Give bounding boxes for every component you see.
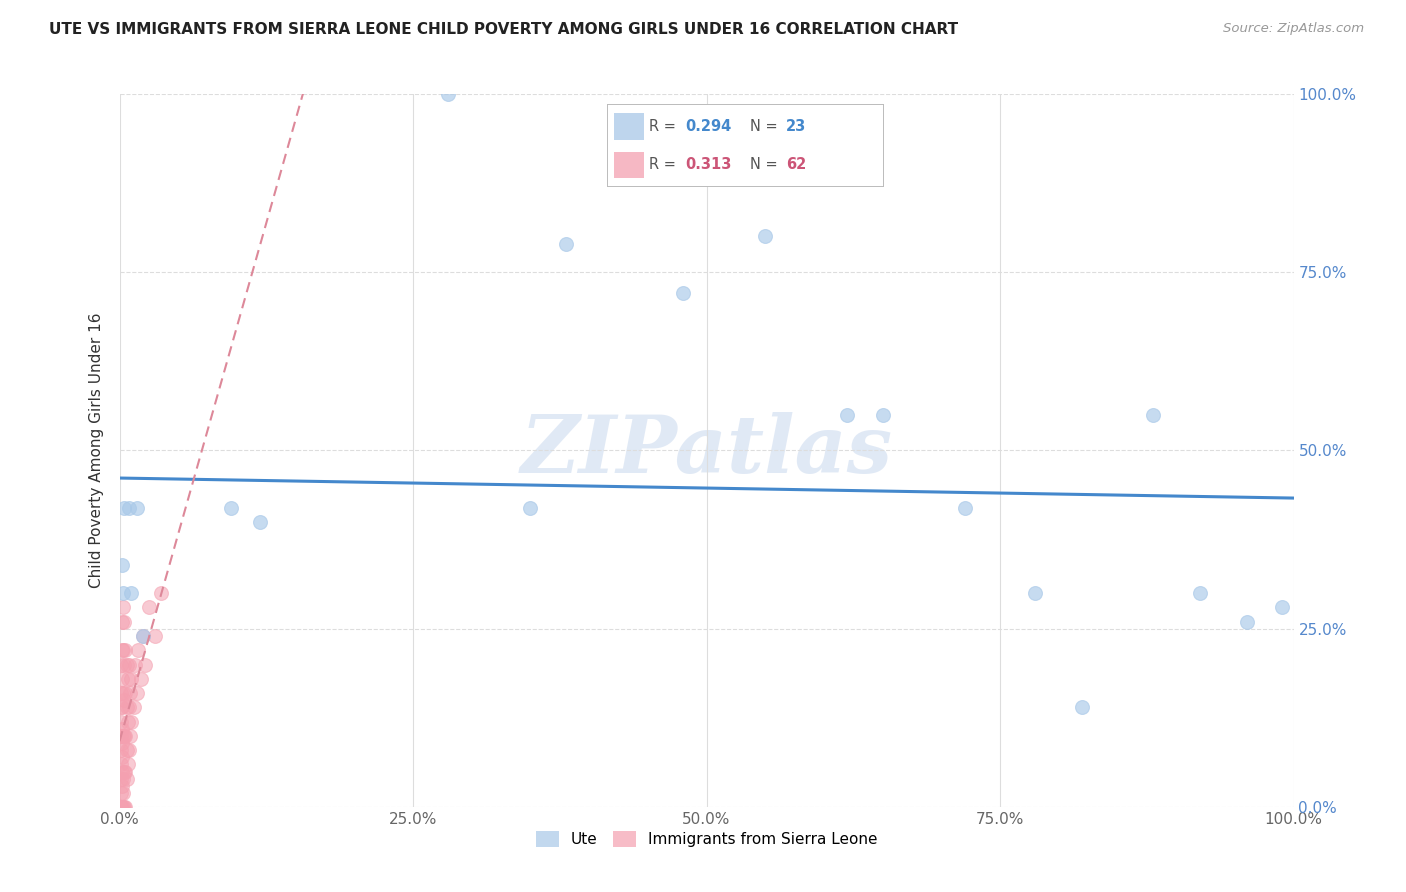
Point xyxy=(114,686,136,700)
Point xyxy=(437,87,460,101)
Point xyxy=(112,500,135,515)
Point xyxy=(111,643,134,657)
Point xyxy=(110,786,132,800)
Point xyxy=(120,686,142,700)
Point xyxy=(554,236,576,251)
Point xyxy=(112,615,135,629)
Point xyxy=(112,600,135,615)
Point xyxy=(118,657,141,672)
Legend: Ute, Immigrants from Sierra Leone: Ute, Immigrants from Sierra Leone xyxy=(530,825,883,853)
Point xyxy=(112,800,135,814)
Point xyxy=(1188,586,1211,600)
Point xyxy=(110,772,132,786)
Point xyxy=(110,700,132,714)
Text: UTE VS IMMIGRANTS FROM SIERRA LEONE CHILD POVERTY AMONG GIRLS UNDER 16 CORRELATI: UTE VS IMMIGRANTS FROM SIERRA LEONE CHIL… xyxy=(49,22,959,37)
Point xyxy=(112,772,135,786)
Point xyxy=(115,772,138,786)
Point xyxy=(134,657,156,672)
Point xyxy=(1236,615,1258,629)
Point xyxy=(111,672,134,686)
Point xyxy=(129,672,152,686)
Point xyxy=(1071,700,1094,714)
Point xyxy=(110,714,132,729)
Point xyxy=(219,500,242,515)
Point xyxy=(117,757,139,772)
Text: ZIPatlas: ZIPatlas xyxy=(520,412,893,489)
Point xyxy=(112,729,135,743)
Point xyxy=(112,643,135,657)
Point xyxy=(117,672,139,686)
Point xyxy=(672,286,695,301)
Point xyxy=(111,736,134,750)
Point xyxy=(111,800,134,814)
Point xyxy=(118,700,141,714)
Point xyxy=(112,657,135,672)
Point xyxy=(115,743,138,757)
Point xyxy=(110,729,132,743)
Point xyxy=(118,743,141,757)
Point xyxy=(132,629,155,643)
Point xyxy=(114,729,136,743)
Point xyxy=(110,657,132,672)
Point xyxy=(127,686,149,700)
Point xyxy=(114,643,136,657)
Point xyxy=(111,700,134,714)
Point xyxy=(110,757,132,772)
Point xyxy=(111,722,134,736)
Point xyxy=(127,500,149,515)
Point xyxy=(110,743,132,757)
Point xyxy=(111,750,134,764)
Point xyxy=(124,657,146,672)
Point xyxy=(112,693,135,707)
Point xyxy=(114,800,136,814)
Point xyxy=(120,586,142,600)
Point xyxy=(120,714,142,729)
Point xyxy=(117,714,139,729)
Point xyxy=(114,764,136,779)
Point xyxy=(111,779,134,793)
Point xyxy=(953,500,976,515)
Point xyxy=(249,515,271,529)
Point xyxy=(872,408,894,422)
Point xyxy=(112,586,135,600)
Point xyxy=(837,408,859,422)
Point xyxy=(120,729,142,743)
Point xyxy=(149,586,172,600)
Point xyxy=(132,629,155,643)
Point xyxy=(120,672,142,686)
Point xyxy=(143,629,166,643)
Y-axis label: Child Poverty Among Girls Under 16: Child Poverty Among Girls Under 16 xyxy=(89,313,104,588)
Point xyxy=(115,657,138,672)
Point xyxy=(111,558,134,572)
Point xyxy=(118,500,141,515)
Text: Source: ZipAtlas.com: Source: ZipAtlas.com xyxy=(1223,22,1364,36)
Point xyxy=(519,500,541,515)
Point xyxy=(1024,586,1046,600)
Point xyxy=(110,686,132,700)
Point xyxy=(112,764,135,779)
Point xyxy=(111,615,134,629)
Point xyxy=(112,686,135,700)
Point xyxy=(110,800,132,814)
Point xyxy=(112,729,135,743)
Point xyxy=(122,700,145,714)
Point xyxy=(1271,600,1294,615)
Point xyxy=(111,764,134,779)
Point xyxy=(112,786,135,800)
Point xyxy=(138,600,160,615)
Point xyxy=(754,229,776,244)
Point xyxy=(112,800,135,814)
Point xyxy=(127,643,149,657)
Point xyxy=(1142,408,1164,422)
Point xyxy=(115,700,138,714)
